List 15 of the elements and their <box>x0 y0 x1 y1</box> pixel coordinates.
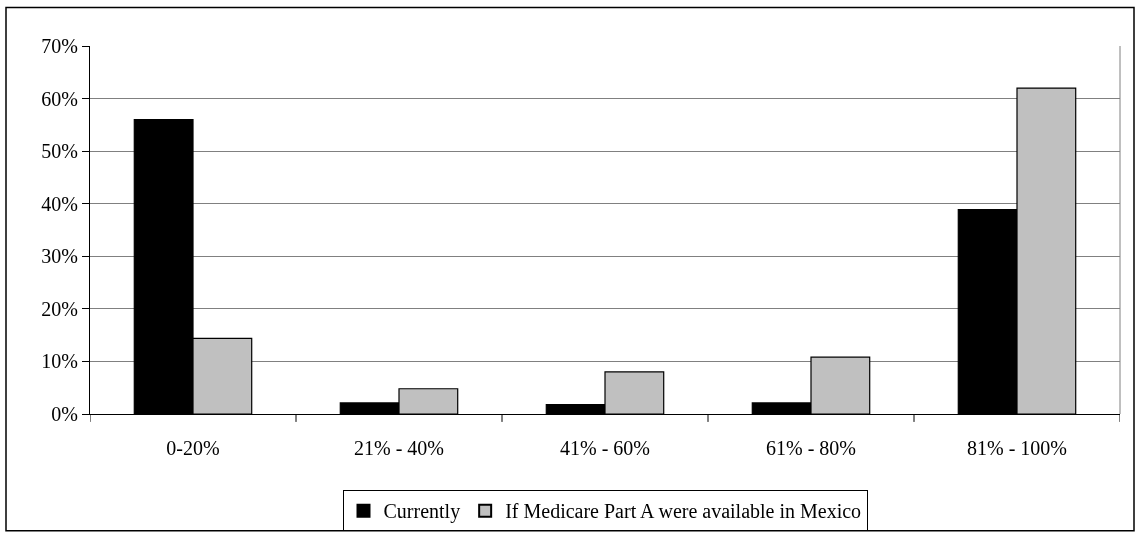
y-tick-label: 70% <box>41 35 78 57</box>
x-tick-label: 21% - 40% <box>354 437 444 459</box>
x-tick-label: 81% - 100% <box>967 437 1067 459</box>
y-tick-label: 10% <box>41 350 78 373</box>
y-tick-label: 40% <box>41 192 78 215</box>
y-tick-label: 60% <box>41 87 78 110</box>
y-tick-label: 50% <box>41 140 78 163</box>
legend-label: If Medicare Part A were available in Mexico <box>505 500 862 523</box>
y-tick-label: 20% <box>41 297 78 320</box>
y-tick-label: 30% <box>41 245 78 268</box>
legend-label: Currently <box>383 500 461 524</box>
y-tick-label: 0% <box>51 403 78 425</box>
x-tick-label: 0-20% <box>166 437 220 459</box>
x-tick-label: 41% - 60% <box>560 437 650 459</box>
x-tick-label: 61% - 80% <box>766 437 856 459</box>
